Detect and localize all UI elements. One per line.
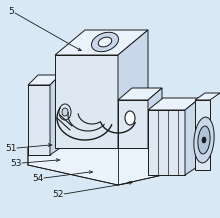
Polygon shape bbox=[55, 30, 148, 55]
Polygon shape bbox=[148, 88, 162, 148]
Ellipse shape bbox=[59, 104, 71, 120]
Polygon shape bbox=[198, 105, 210, 168]
Ellipse shape bbox=[125, 111, 135, 125]
Polygon shape bbox=[195, 100, 210, 170]
Polygon shape bbox=[118, 100, 148, 148]
Polygon shape bbox=[148, 110, 185, 175]
Ellipse shape bbox=[198, 126, 210, 154]
Ellipse shape bbox=[98, 37, 112, 47]
Ellipse shape bbox=[202, 137, 206, 143]
Polygon shape bbox=[28, 130, 185, 185]
Ellipse shape bbox=[62, 108, 68, 116]
Text: 53: 53 bbox=[10, 158, 22, 167]
Text: 52: 52 bbox=[52, 189, 63, 199]
Ellipse shape bbox=[92, 32, 119, 52]
Polygon shape bbox=[118, 88, 162, 100]
Text: 51: 51 bbox=[5, 143, 16, 153]
Text: 54: 54 bbox=[32, 174, 43, 182]
Polygon shape bbox=[28, 85, 50, 155]
Polygon shape bbox=[50, 75, 60, 155]
Text: 5: 5 bbox=[8, 7, 14, 17]
Ellipse shape bbox=[194, 117, 214, 163]
Polygon shape bbox=[185, 98, 200, 175]
Polygon shape bbox=[118, 30, 148, 148]
Polygon shape bbox=[148, 98, 200, 110]
Polygon shape bbox=[195, 93, 220, 100]
Polygon shape bbox=[28, 75, 60, 85]
Polygon shape bbox=[55, 55, 118, 148]
